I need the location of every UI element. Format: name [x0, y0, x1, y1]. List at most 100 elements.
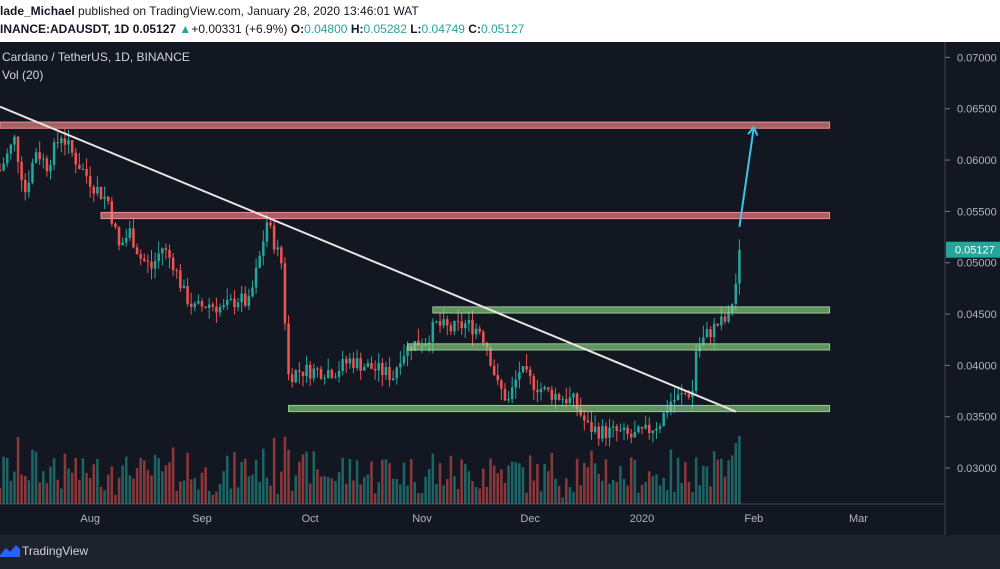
- volume-bar: [626, 485, 629, 504]
- candle-body: [554, 394, 557, 400]
- volume-bar: [615, 482, 619, 504]
- volume-bar: [687, 481, 691, 504]
- volume-bar: [669, 449, 673, 504]
- candle-body: [445, 319, 449, 326]
- candle-body: [637, 426, 640, 433]
- candle-body: [651, 430, 655, 434]
- candle-body: [265, 222, 269, 242]
- volume-bar: [2, 456, 5, 504]
- volume-bar: [464, 463, 467, 504]
- time-tick-label: Aug: [80, 513, 100, 525]
- plot-area[interactable]: [0, 42, 945, 504]
- candle-body: [92, 186, 96, 194]
- volume-bar: [45, 483, 49, 504]
- candle-body: [629, 433, 633, 438]
- volume-bar: [117, 477, 121, 504]
- volume-bar: [31, 449, 34, 504]
- candle-body: [334, 376, 337, 378]
- candle-body: [438, 320, 442, 326]
- volume-bar: [298, 461, 301, 504]
- volume-bar: [52, 458, 56, 504]
- volume-bar: [370, 461, 373, 504]
- publish-header: lade_Michael published on TradingView.co…: [0, 0, 1000, 42]
- volume-bar: [88, 478, 92, 504]
- volume-bar: [308, 483, 312, 504]
- volume-bar: [16, 437, 20, 504]
- volume-bar: [640, 484, 644, 504]
- candle-body: [514, 379, 518, 388]
- volume-bar: [283, 436, 287, 504]
- candle-body: [684, 393, 687, 395]
- volume-bar: [694, 457, 698, 504]
- tradingview-logo-icon[interactable]: [0, 543, 20, 561]
- volume-bar: [420, 493, 424, 504]
- volume-bar: [182, 480, 186, 504]
- candle-body: [200, 301, 204, 307]
- volume-bar: [637, 492, 640, 504]
- volume-bar: [222, 471, 225, 504]
- trendline-layer[interactable]: [0, 105, 737, 413]
- candle-body: [280, 247, 283, 264]
- tradingview-brand[interactable]: TradingView: [22, 544, 89, 558]
- volume-bar: [5, 457, 9, 504]
- support-zone: [432, 306, 831, 314]
- price-axis[interactable]: 0.07000 0.06500 0.06000 0.05500 0.05000 0.045…: [945, 52, 997, 475]
- volume-bar: [510, 461, 514, 504]
- candle-body: [258, 255, 261, 268]
- candle-body: [341, 358, 344, 372]
- volume-bar: [738, 435, 741, 504]
- author-name[interactable]: lade_Michael: [0, 4, 75, 18]
- candle-body: [308, 364, 312, 379]
- chart-legend-title[interactable]: Cardano / TetherUS, 1D, BINANCE: [2, 50, 190, 64]
- candle-series: [0, 128, 741, 447]
- candle-body: [604, 426, 608, 439]
- candle-body: [139, 254, 142, 259]
- candle-body: [482, 331, 485, 343]
- time-axis[interactable]: Aug Sep Oct Nov Dec 2020 Feb Mar: [80, 513, 868, 525]
- candle-body: [456, 320, 460, 322]
- volume-bar: [204, 467, 207, 504]
- price-chart[interactable]: 0.07000 0.06500 0.06000 0.05500 0.05000 0.045…: [0, 42, 1000, 535]
- horizontal-zones[interactable]: [0, 121, 831, 413]
- volume-bar: [337, 472, 341, 504]
- candle-body: [305, 364, 308, 377]
- candle-body: [572, 393, 575, 398]
- candle-body: [381, 362, 384, 376]
- price-tick-label: 0.04500: [957, 309, 997, 321]
- candle-body: [575, 393, 579, 410]
- volume-bar: [272, 437, 276, 504]
- volume-bar: [305, 451, 308, 504]
- candle-body: [96, 186, 99, 194]
- candle-body: [647, 424, 651, 434]
- candle-body: [478, 328, 481, 332]
- volume-bar: [139, 457, 142, 504]
- volume-bar: [550, 452, 554, 504]
- volume-bar: [42, 471, 45, 504]
- candle-body: [705, 329, 709, 338]
- volume-bar: [193, 478, 197, 504]
- volume-bar: [143, 460, 146, 504]
- volume-bar: [402, 462, 406, 504]
- volume-bar: [702, 465, 705, 504]
- volume-bar: [280, 471, 283, 504]
- candle-body: [633, 432, 637, 438]
- candle-body: [399, 363, 402, 368]
- volume-bar: [70, 472, 74, 504]
- volume-bar: [467, 471, 471, 504]
- candle-body: [723, 316, 727, 322]
- volume-bar: [528, 455, 532, 504]
- candle-body: [85, 168, 88, 177]
- candle-body: [363, 367, 366, 371]
- volume-bar: [348, 458, 352, 504]
- candle-body: [222, 305, 225, 308]
- volume-bar: [388, 463, 391, 504]
- target-arrow-layer[interactable]: [738, 125, 759, 227]
- price-tick-label: 0.03500: [957, 412, 997, 424]
- volume-bar: [489, 458, 492, 504]
- candle-body: [377, 362, 380, 371]
- candle-body: [135, 247, 139, 255]
- candle-body: [276, 247, 279, 250]
- candle-body: [240, 293, 243, 303]
- volume-legend[interactable]: Vol (20): [2, 68, 44, 82]
- candle-body: [543, 387, 546, 389]
